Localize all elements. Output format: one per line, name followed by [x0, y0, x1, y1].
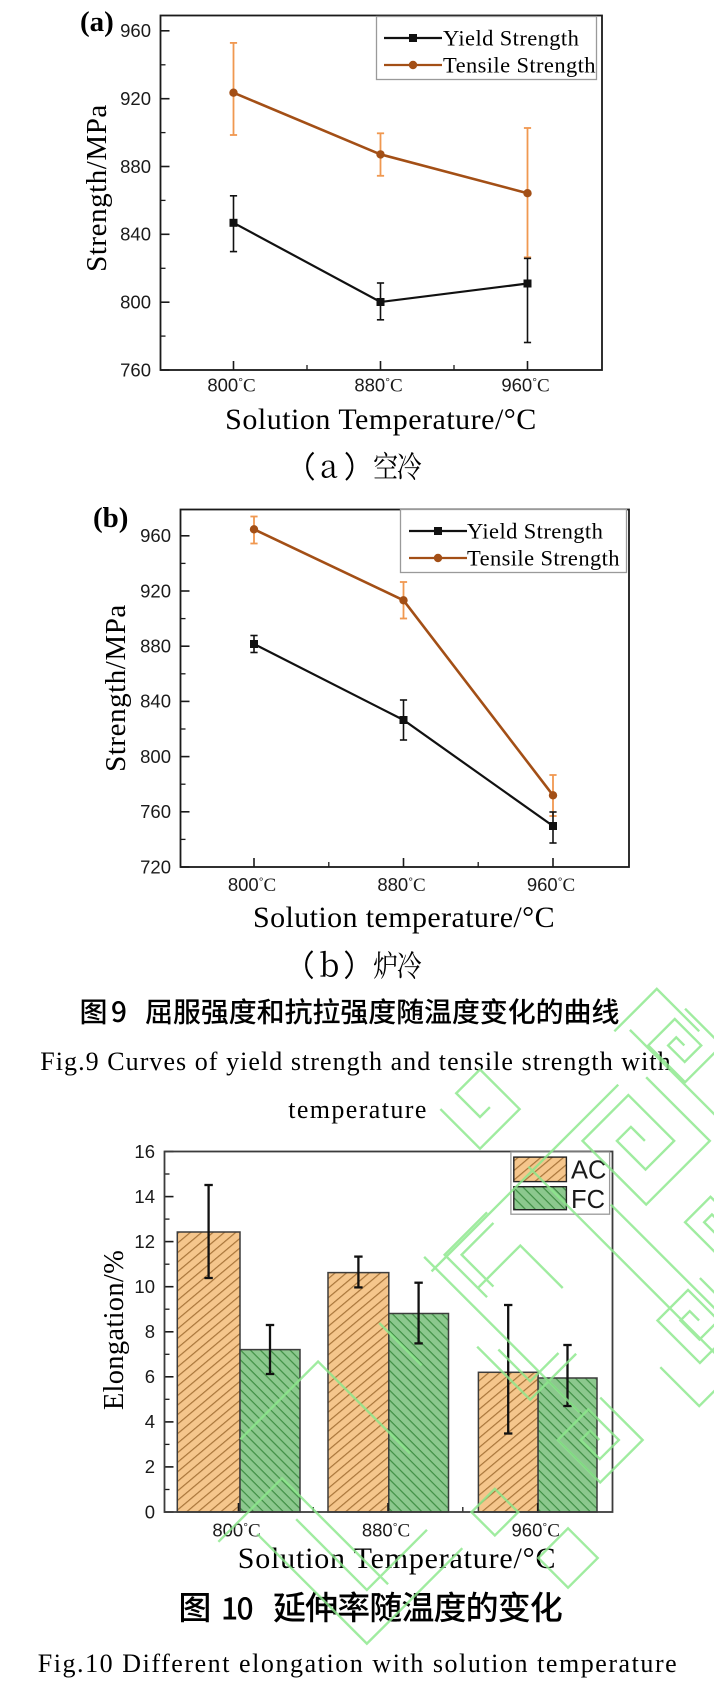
svg-text:Fig.9 Curves of yield strength: Fig.9 Curves of yield strength and tensi… — [40, 1047, 671, 1076]
svg-text:Tensile Strength: Tensile Strength — [443, 53, 596, 78]
svg-text:720: 720 — [140, 856, 171, 877]
svg-text:880°C: 880°C — [354, 375, 402, 397]
svg-text:840: 840 — [120, 224, 151, 245]
svg-text:Tensile Strength: Tensile Strength — [467, 546, 620, 571]
svg-text:960°C: 960°C — [501, 375, 549, 397]
svg-text:12: 12 — [134, 1231, 155, 1252]
svg-text:920: 920 — [140, 580, 171, 601]
svg-text:920: 920 — [120, 88, 151, 109]
svg-text:800: 800 — [120, 292, 151, 313]
svg-text:960°C: 960°C — [527, 874, 575, 896]
svg-text:6: 6 — [145, 1366, 155, 1387]
svg-text:880°C: 880°C — [362, 1520, 410, 1542]
svg-text:960: 960 — [140, 525, 171, 546]
svg-text:760: 760 — [140, 801, 171, 822]
svg-text:760: 760 — [120, 359, 151, 380]
svg-text:0: 0 — [145, 1501, 155, 1522]
svg-text:8: 8 — [145, 1321, 155, 1342]
svg-text:AC: AC — [571, 1157, 606, 1185]
svg-text:14: 14 — [134, 1186, 155, 1207]
svg-text:(a): (a) — [80, 6, 114, 38]
svg-text:(b): (b) — [93, 502, 128, 534]
svg-text:880°C: 880°C — [377, 874, 425, 896]
svg-text:880: 880 — [120, 156, 151, 177]
svg-text:880: 880 — [140, 636, 171, 657]
svg-text:10: 10 — [134, 1276, 155, 1297]
svg-text:2: 2 — [145, 1456, 155, 1477]
svg-text:960°C: 960°C — [512, 1520, 560, 1542]
svg-text:Strength/MPa: Strength/MPa — [81, 104, 113, 272]
svg-text:16: 16 — [134, 1141, 155, 1162]
svg-text:4: 4 — [145, 1411, 155, 1432]
svg-text:960: 960 — [120, 20, 151, 41]
svg-text:Strength/MPa: Strength/MPa — [100, 604, 132, 772]
svg-text:Solution temperature/°C: Solution temperature/°C — [253, 901, 555, 934]
svg-text:Solution Temperature/°C: Solution Temperature/°C — [225, 403, 537, 436]
svg-text:800°C: 800°C — [207, 375, 255, 397]
svg-text:800°C: 800°C — [228, 874, 276, 896]
svg-text:temperature: temperature — [288, 1095, 428, 1124]
svg-text:840: 840 — [140, 691, 171, 712]
svg-text:Elongation/%: Elongation/% — [99, 1250, 130, 1410]
svg-text:FC: FC — [571, 1186, 605, 1214]
svg-text:800: 800 — [140, 746, 171, 767]
svg-text:Yield Strength: Yield Strength — [443, 26, 579, 51]
svg-text:Fig.10 Different elongation wi: Fig.10 Different elongation with solutio… — [38, 1649, 679, 1678]
svg-text:Yield Strength: Yield Strength — [467, 519, 603, 544]
